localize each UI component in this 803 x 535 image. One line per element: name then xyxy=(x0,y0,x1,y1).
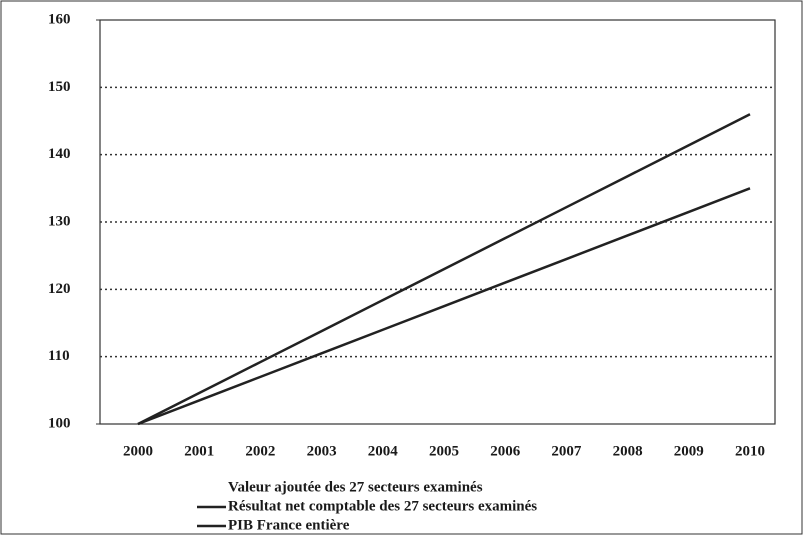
x-tick-label: 2006 xyxy=(490,443,521,459)
y-tick-label: 110 xyxy=(48,348,70,364)
y-tick-label: 100 xyxy=(48,415,71,431)
y-tick-label: 140 xyxy=(48,146,71,162)
x-tick-label: 2005 xyxy=(429,443,459,459)
x-tick-label: 2008 xyxy=(613,443,643,459)
series-line xyxy=(137,187,751,426)
x-tick-label: 2003 xyxy=(307,443,337,459)
x-tick-label: 2007 xyxy=(551,443,582,459)
y-tick-label: 120 xyxy=(48,281,71,297)
series-line xyxy=(137,113,751,426)
x-tick-label: 2004 xyxy=(368,443,399,459)
y-tick-label: 150 xyxy=(48,79,71,95)
y-tick-label: 130 xyxy=(48,213,71,229)
x-tick-label: 2009 xyxy=(674,443,704,459)
x-tick-label: 2001 xyxy=(184,443,214,459)
x-tick-label: 2000 xyxy=(123,443,153,459)
legend-label: Résultat net comptable des 27 secteurs e… xyxy=(228,498,537,514)
y-tick-label: 160 xyxy=(48,11,71,27)
x-tick-label: 2002 xyxy=(245,443,275,459)
legend-label: PIB France entière xyxy=(228,517,350,533)
x-tick-label: 2010 xyxy=(735,443,765,459)
legend-note: Valeur ajoutée des 27 secteurs examinés xyxy=(228,479,483,495)
